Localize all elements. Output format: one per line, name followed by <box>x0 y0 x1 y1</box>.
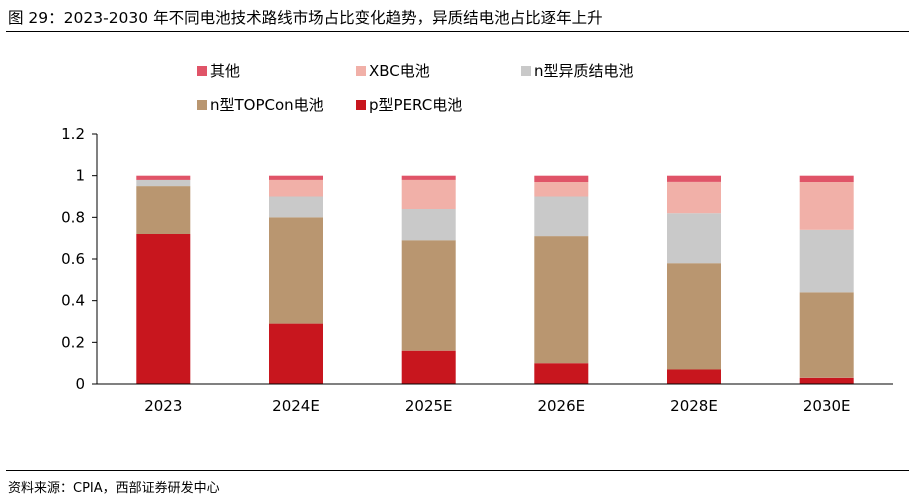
x-tick-label: 2030E <box>803 397 851 415</box>
y-tick-label: 0.8 <box>61 208 85 226</box>
legend-swatch <box>521 66 531 76</box>
y-tick-label: 0.4 <box>61 292 85 310</box>
bar-segment-3-2 <box>534 196 589 237</box>
bar-segment-4-3 <box>667 181 721 214</box>
bar-segment-2-3 <box>401 179 456 209</box>
legend-swatch <box>356 66 366 76</box>
axes: 2023 2024E 2025E 2026E 2028E 2030E 0 0.2 0.4 0.6 0… <box>61 125 893 415</box>
bars <box>136 175 854 385</box>
legend-label: p型PERC电池 <box>369 96 462 114</box>
bar-segment-3-0 <box>534 363 589 384</box>
legend-swatch <box>356 100 366 110</box>
bar-segment-4-4 <box>667 175 721 182</box>
chart-title: 图 29：2023-2030 年不同电池技术路线市场占比变化趋势，异质结电池占比… <box>8 9 603 27</box>
footer-divider <box>6 470 909 471</box>
y-tick-label: 1 <box>75 167 85 185</box>
legend-label: n型TOPCon电池 <box>210 96 324 114</box>
bar-segment-2-0 <box>401 350 456 384</box>
source-note: 资料来源：CPIA，西部证券研发中心 <box>8 481 220 496</box>
bar-segment-4-2 <box>667 213 721 264</box>
bar-segment-5-2 <box>799 229 854 293</box>
x-tick-label: 2023 <box>144 397 182 415</box>
legend-swatch <box>197 100 207 110</box>
legend-swatch <box>197 66 207 76</box>
y-tick-label: 1.2 <box>61 125 85 143</box>
bar-segment-0-0 <box>136 234 191 384</box>
bar-segment-5-0 <box>799 377 854 385</box>
bar-segment-1-4 <box>269 175 323 180</box>
legend-label: 其他 <box>210 62 240 80</box>
bar-segment-3-4 <box>534 175 589 182</box>
bar-segment-4-1 <box>667 263 721 370</box>
bar-segment-0-4 <box>136 175 191 180</box>
bar-segment-2-2 <box>401 209 456 241</box>
bar-segment-4-0 <box>667 369 721 384</box>
bar-segment-5-4 <box>799 175 854 182</box>
bar-segment-0-1 <box>136 186 191 234</box>
bar-segment-1-1 <box>269 217 323 324</box>
bar-segment-3-3 <box>534 181 589 197</box>
x-tick-label: 2025E <box>405 397 453 415</box>
bar-segment-2-4 <box>401 175 456 180</box>
bar-segment-0-2 <box>136 179 191 187</box>
legend-label: XBC电池 <box>369 62 430 80</box>
bar-segment-3-1 <box>534 236 589 364</box>
bar-segment-2-1 <box>401 240 456 351</box>
legend: 其他 XBC电池 n型异质结电池 n型TOPCon电池 p型PERC电池 <box>197 62 634 114</box>
legend-label: n型异质结电池 <box>534 62 634 80</box>
y-tick-label: 0 <box>75 375 85 393</box>
x-tick-label: 2028E <box>670 397 718 415</box>
x-tick-label: 2024E <box>272 397 320 415</box>
bar-segment-5-3 <box>799 181 854 230</box>
y-tick-label: 0.6 <box>61 250 85 268</box>
bar-segment-1-0 <box>269 323 323 384</box>
bar-segment-1-2 <box>269 196 323 218</box>
y-tick-label: 0.2 <box>61 333 85 351</box>
x-tick-label: 2026E <box>537 397 585 415</box>
bar-segment-1-3 <box>269 179 323 197</box>
title-divider <box>6 31 909 32</box>
bar-segment-5-1 <box>799 292 854 378</box>
